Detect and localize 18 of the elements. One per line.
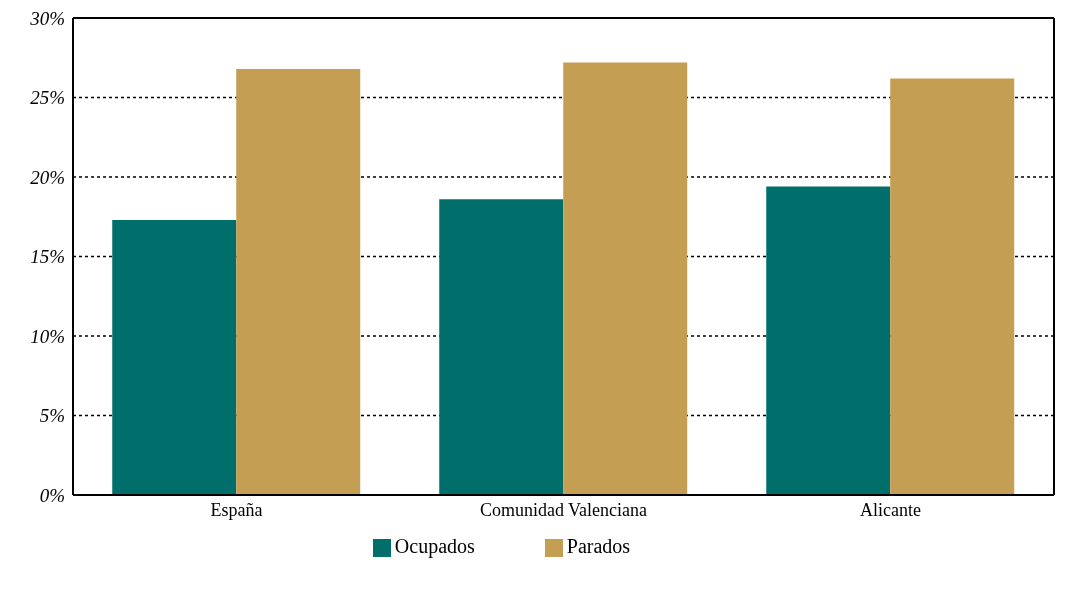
- x-tick-label: España: [210, 499, 263, 520]
- bar: [236, 68, 361, 495]
- x-tick-label: Alicante: [860, 499, 921, 520]
- y-tick-label: 0%: [39, 484, 65, 506]
- y-tick-label: 20%: [30, 166, 65, 188]
- legend-label: Ocupados: [394, 535, 475, 557]
- bar: [890, 78, 1015, 495]
- y-tick-label: 25%: [30, 87, 65, 109]
- y-tick-label: 5%: [39, 405, 65, 427]
- bar: [766, 186, 891, 495]
- legend-label: Parados: [566, 535, 631, 557]
- y-tick-label: 30%: [29, 7, 65, 29]
- bar: [112, 219, 237, 495]
- y-tick-label: 10%: [30, 325, 65, 347]
- y-tick-label: 15%: [30, 246, 65, 268]
- bar: [439, 199, 564, 495]
- x-tick-label: Comunidad Valenciana: [479, 499, 648, 520]
- bar: [563, 62, 688, 495]
